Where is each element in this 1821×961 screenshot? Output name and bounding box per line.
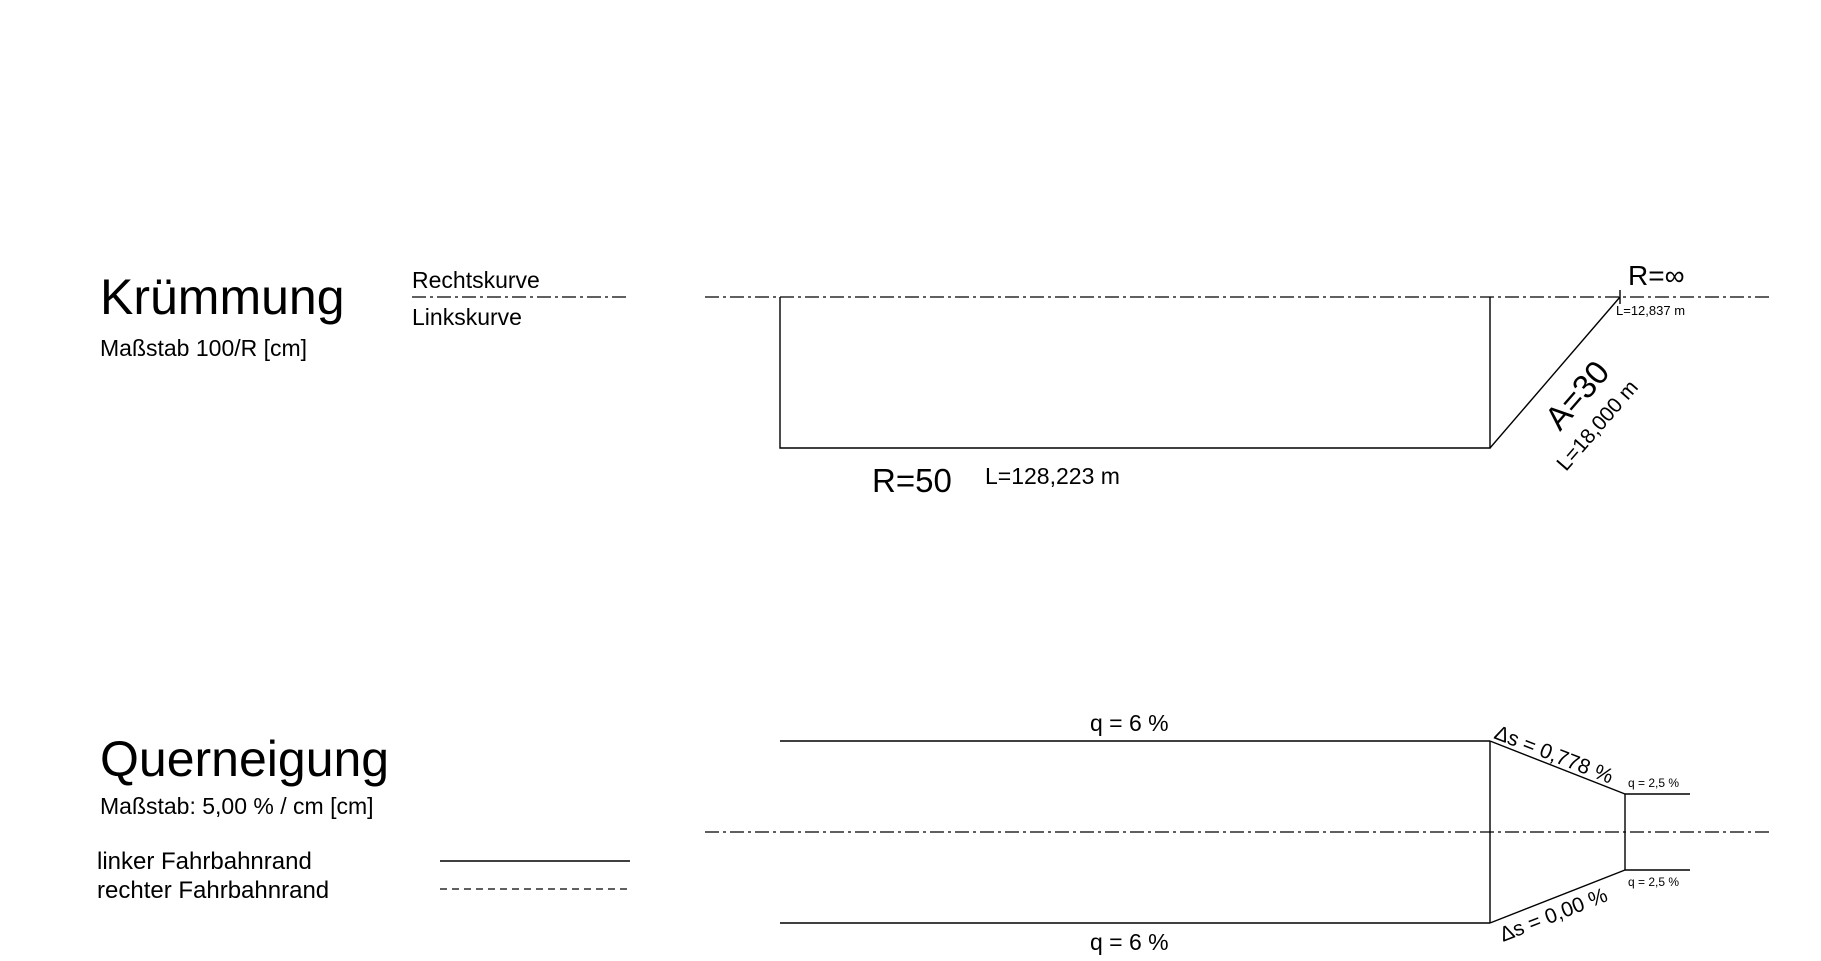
- legend-rechtskurve: Rechtskurve: [412, 267, 540, 293]
- legend-rechter-fahrbahnrand: rechter Fahrbahnrand: [97, 877, 329, 904]
- bottom-ramp-line: [1489, 869, 1626, 924]
- kruemmung-clothoid-line: [1489, 296, 1621, 449]
- bottom-slope-label: q = 6 %: [1090, 929, 1169, 955]
- legend-linker-fahrbahnrand: linker Fahrbahnrand: [97, 848, 312, 875]
- delta-bottom-label: Δs = 0,00 %: [1496, 884, 1610, 947]
- radius-label: R=50: [872, 462, 952, 499]
- legend-linkskurve: Linkskurve: [412, 304, 522, 330]
- kruemmung-title: Krümmung: [100, 269, 345, 325]
- kruemmung-scale: Maßstab 100/R [cm]: [100, 335, 307, 361]
- end-slope-top-label: q = 2,5 %: [1628, 776, 1679, 790]
- delta-top-label: Δs = 0,778 %: [1491, 721, 1616, 788]
- querneigung-scale: Maßstab: 5,00 % / cm [cm]: [100, 793, 374, 819]
- straight-length: L=12,837 m: [1616, 303, 1685, 318]
- straight-radius: R=∞: [1628, 260, 1685, 291]
- top-ramp-line: [1489, 740, 1626, 795]
- querneigung-title: Querneigung: [100, 731, 389, 787]
- top-slope-label: q = 6 %: [1090, 710, 1169, 736]
- radius-length: L=128,223 m: [985, 463, 1120, 489]
- end-slope-bottom-label: q = 2,5 %: [1628, 875, 1679, 889]
- kruemmung-curve-band: [779, 297, 1491, 449]
